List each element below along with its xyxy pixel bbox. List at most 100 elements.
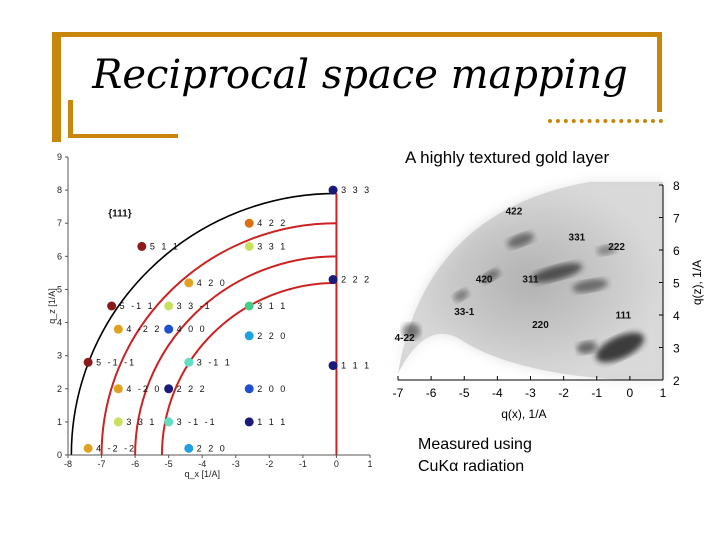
ewald-arc [160, 281, 337, 456]
data-point [184, 443, 194, 453]
reflection-spot [531, 263, 583, 283]
point-label: 4 -2 -2 [96, 443, 136, 453]
caption-line-2: CuKα radiation [418, 458, 525, 475]
point-label: 4 -2 0 [126, 384, 161, 394]
y-tick-label: 6 [57, 251, 62, 261]
x-tick-label: 1 [367, 459, 372, 469]
map-y-tick-label: 6 [673, 244, 680, 258]
y-axis-label: q_z [1/A] [47, 288, 57, 324]
data-point [244, 417, 254, 427]
point-label: 1 1 1 [341, 361, 371, 371]
lattice-point: 3 3 1 [244, 241, 287, 251]
map-x-tick-label: -4 [492, 386, 503, 400]
map-y-axis-label: q(z), 1/A [690, 260, 704, 305]
data-point [164, 417, 174, 427]
x-tick-label: -2 [265, 459, 273, 469]
lattice-point: 1 1 1 [328, 361, 371, 371]
data-point [184, 278, 194, 288]
data-point [164, 301, 174, 311]
map-haze [398, 181, 663, 380]
y-tick-label: 5 [57, 284, 62, 294]
reflection-label: 422 [506, 206, 523, 217]
map-y-tick-label: 8 [673, 179, 680, 193]
lattice-point: 3 -1 1 [184, 357, 232, 367]
point-label: 1 1 1 [257, 417, 287, 427]
data-point [113, 417, 123, 427]
point-label: 3 -1 1 [197, 357, 232, 367]
data-point [113, 384, 123, 394]
data-point [244, 218, 254, 228]
y-tick-label: 3 [57, 351, 62, 361]
map-x-tick-label: -3 [525, 386, 536, 400]
map-x-tick-label: -6 [426, 386, 437, 400]
lattice-point: 5 -1 -1 [83, 357, 136, 367]
point-label: 2 2 0 [257, 331, 287, 341]
reflection-spot [481, 269, 500, 283]
point-label: 3 3 1 [126, 417, 156, 427]
reflection-spot [572, 279, 608, 293]
point-label: 5 -1 -1 [96, 357, 136, 367]
data-point [83, 443, 93, 453]
x-tick-label: -7 [98, 459, 106, 469]
reflection-label: 331 [569, 232, 586, 243]
chart-subtitle: A highly textured gold layer [405, 148, 610, 167]
x-tick-label: -4 [198, 459, 206, 469]
y-tick-label: 2 [57, 384, 62, 394]
x-tick-label: 0 [334, 459, 339, 469]
map-axes-layer: -7 -6 -5 -4 -3 -2 -1 0 1 q(x), 1/A 2 3 4 5 6 7 8 q(z), 1/… [393, 179, 704, 421]
map-y-tick-label: 3 [673, 342, 680, 356]
point-label: 2 2 0 [197, 443, 227, 453]
caption: Measured using CuKα radiation [418, 434, 532, 478]
dotted-divider [548, 119, 663, 127]
lattice-point: 3 3 3 [328, 185, 369, 195]
point-label: 3 3 1 [257, 241, 287, 251]
top-accent-bar [52, 32, 662, 37]
ewald-arc [70, 192, 337, 456]
reflection-label: 4-22 [395, 333, 415, 344]
point-label: 5 1 1 [150, 241, 180, 251]
y-tick-label: 8 [57, 185, 62, 195]
y-tick-label: 9 [57, 152, 62, 162]
point-label: 3 3 -1 [177, 301, 212, 311]
map-x-tick-label: 1 [660, 386, 667, 400]
slide-title: Reciprocal space mapping [92, 52, 628, 98]
x-axis-label: q_x [1/A] [184, 469, 220, 479]
underline-accent-bar [68, 134, 178, 138]
point-label: 3 -1 -1 [177, 417, 217, 427]
lattice-point: 4 -2 -2 [83, 443, 136, 453]
y-tick-label: 4 [57, 318, 62, 328]
map-x-axis-label: q(x), 1/A [501, 407, 546, 421]
x-tick-label: -6 [131, 459, 139, 469]
reflection-label: 222 [608, 242, 625, 253]
lattice-point: 4 0 0 [164, 324, 205, 334]
reflection-label: 111 [615, 310, 631, 321]
point-label: 3 1 1 [257, 301, 287, 311]
point-label: 4 2 2 [257, 218, 287, 228]
lattice-point: 5 -1 1 [107, 301, 153, 311]
right-accent-bar [657, 32, 662, 112]
ewald-arc [134, 255, 337, 456]
lattice-point: 4 2 2 [244, 218, 287, 228]
inner-accent-bar [68, 100, 73, 136]
data-point [137, 241, 147, 251]
family-annotation: {111} [108, 209, 131, 220]
lattice-point: 2 0 0 [244, 384, 285, 394]
axes-layer: -8 -7 -6 -5 -4 -3 -2 -1 0 1 0 1 2 3 4 5 6 7 8 9 q_x [1/A] q_z… [47, 152, 373, 479]
points-layer: 3 3 3 4 2 2 5 1 1 3 3 1 4 2 0 2 2 2 5 -1 1 3 3 … [83, 185, 371, 453]
data-point [244, 384, 254, 394]
data-point [113, 324, 123, 334]
map-y-tick-label: 4 [673, 309, 680, 323]
intensity-layer [398, 181, 663, 380]
point-label: 2 2 2 [177, 384, 207, 394]
point-label: 2 2 2 [341, 275, 371, 285]
data-point [107, 301, 117, 311]
arcs-layer [70, 192, 338, 456]
lattice-point: 3 -1 -1 [164, 417, 217, 427]
x-tick-label: -5 [165, 459, 173, 469]
x-tick-label: -8 [64, 459, 72, 469]
point-label: 4 2 0 [197, 278, 227, 288]
data-point [244, 301, 254, 311]
lattice-point: 4 2 0 [184, 278, 227, 288]
data-point [328, 275, 338, 285]
